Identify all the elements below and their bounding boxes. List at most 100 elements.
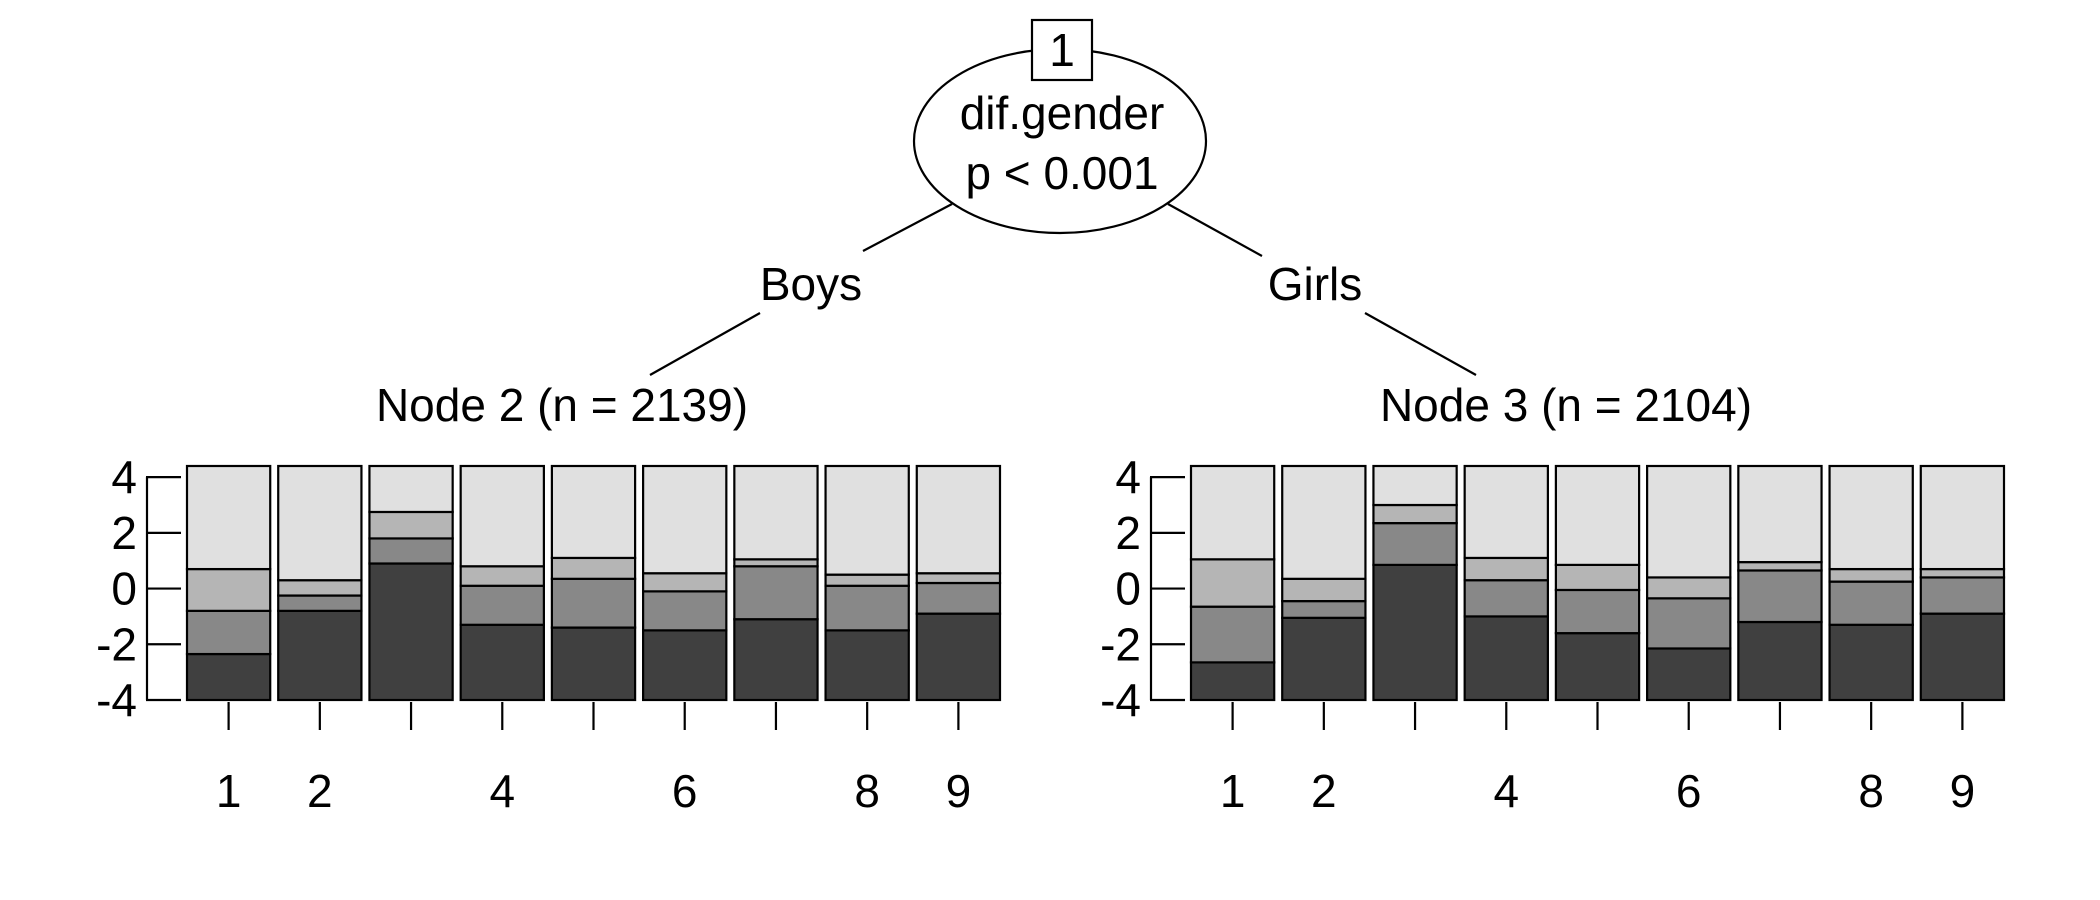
bar-6-segment-second [1646, 597, 1732, 650]
bar-5-segment-top [550, 464, 637, 560]
bar-6-segment-third [1646, 576, 1732, 600]
y-tick-label-2: 2 [111, 507, 137, 559]
bar-8-segment-third [1828, 567, 1914, 583]
bar-2-segment-bottom [277, 609, 363, 702]
bar-7-segment-top [1737, 464, 1823, 564]
bar-8-segment-bottom [1828, 623, 1914, 702]
bar-1-segment-bottom [185, 652, 272, 702]
edge-label-right: Girls [1268, 258, 1363, 310]
bar-2-segment-top [1281, 464, 1367, 580]
y-tick-label-5: -4 [96, 674, 137, 726]
x-tick-label-8: 8 [1858, 765, 1884, 817]
root-node-pvalue: p < 0.001 [965, 147, 1158, 199]
bar-4-segment-third [459, 565, 545, 587]
bar-4-segment-bottom [459, 623, 545, 702]
bar-9-segment-bottom [915, 612, 1002, 702]
bar-2-segment-third [277, 579, 363, 597]
x-tick-label-4: 4 [1493, 765, 1519, 817]
bar-9-segment-third [915, 572, 1002, 585]
x-tick-label-6: 6 [672, 765, 698, 817]
bar-7-segment-third [1737, 561, 1823, 572]
y-tick-label-5: -4 [1100, 674, 1141, 726]
y-tick-label-3: 0 [1115, 563, 1141, 615]
x-tick-label-1: 1 [216, 765, 242, 817]
y-tick-label-1: 4 [111, 451, 137, 503]
bar-1-segment-bottom [1189, 661, 1276, 702]
bar-6-segment-top [1646, 464, 1732, 579]
bar-5-segment-second [550, 577, 637, 629]
x-tick-label-8: 8 [854, 765, 880, 817]
bar-5-segment-second [1554, 588, 1641, 635]
edge-line-left-upper [862, 203, 953, 252]
x-tick-label-1: 1 [1220, 765, 1246, 817]
bar-5-segment-bottom [550, 626, 637, 702]
bar-4-segment-top [459, 464, 545, 568]
bar-9-segment-third [1919, 567, 2006, 579]
bar-3-segment-second [368, 537, 454, 565]
bar-5-segment-third [550, 556, 637, 580]
y-tick-label-4: -2 [96, 618, 137, 670]
x-tick-label-2: 2 [1311, 765, 1337, 817]
edge-line-right-lower [1364, 312, 1477, 376]
bar-6-segment-third [642, 572, 728, 593]
node-2-title: Node 2 (n = 2139) [376, 379, 748, 431]
bar-8-segment-top [1828, 464, 1914, 571]
bar-4-segment-third [1463, 556, 1549, 582]
bar-3-segment-top [368, 464, 454, 514]
bar-4-segment-bottom [1463, 615, 1549, 702]
y-tick-label-3: 0 [111, 563, 137, 615]
bar-3-segment-bottom [1372, 563, 1458, 702]
x-tick-label-2: 2 [307, 765, 333, 817]
bar-9-segment-second [915, 581, 1002, 615]
x-tick-label-6: 6 [1676, 765, 1702, 817]
bar-1-segment-top [185, 464, 272, 571]
bar-2-segment-third [1281, 577, 1367, 603]
bar-8-segment-bottom [824, 629, 910, 702]
bar-7-segment-bottom [733, 618, 819, 702]
root-node-id: 1 [1049, 24, 1075, 76]
bar-4-segment-second [1463, 579, 1549, 618]
bar-3-segment-top [1372, 464, 1458, 507]
bar-9-segment-second [1919, 576, 2006, 615]
bar-7-segment-bottom [1737, 620, 1823, 702]
bar-2-segment-top [277, 464, 363, 582]
bar-1-segment-top [1189, 464, 1276, 561]
bar-3-segment-second [1372, 522, 1458, 566]
bar-6-segment-bottom [642, 629, 728, 702]
bar-3-segment-bottom [368, 562, 454, 702]
bar-5-segment-third [1554, 563, 1641, 592]
bar-7-segment-second [733, 565, 819, 621]
bar-8-segment-second [1828, 580, 1914, 626]
x-tick-label-4: 4 [489, 765, 515, 817]
bar-5-segment-bottom [1554, 632, 1641, 702]
bar-8-segment-third [824, 573, 910, 587]
x-tick-label-9: 9 [946, 765, 972, 817]
y-tick-label-2: 2 [1115, 507, 1141, 559]
bar-8-segment-top [824, 464, 910, 576]
bar-7-segment-top [733, 464, 819, 561]
root-node-id-box [1030, 18, 1094, 82]
bar-9-segment-bottom [1919, 612, 2006, 702]
bar-1-segment-second [185, 609, 272, 656]
bar-3-segment-third [1372, 503, 1458, 525]
bar-2-segment-second [1281, 600, 1367, 619]
y-tick-label-1: 4 [1115, 451, 1141, 503]
y-tick-label-4: -2 [1100, 618, 1141, 670]
bar-3-segment-third [368, 510, 454, 540]
bar-7-segment-second [1737, 569, 1823, 624]
bar-6-segment-bottom [1646, 647, 1732, 702]
bar-5-segment-top [1554, 464, 1641, 566]
bar-1-segment-second [1189, 605, 1276, 664]
bar-6-segment-top [642, 464, 728, 575]
bar-9-segment-top [915, 464, 1002, 575]
edge-line-right-upper [1167, 203, 1263, 257]
edge-line-left-lower [649, 312, 761, 376]
bar-1-segment-third [185, 567, 272, 612]
bar-8-segment-second [824, 584, 910, 632]
bar-4-segment-second [459, 584, 545, 626]
bar-1-segment-third [1189, 558, 1276, 608]
